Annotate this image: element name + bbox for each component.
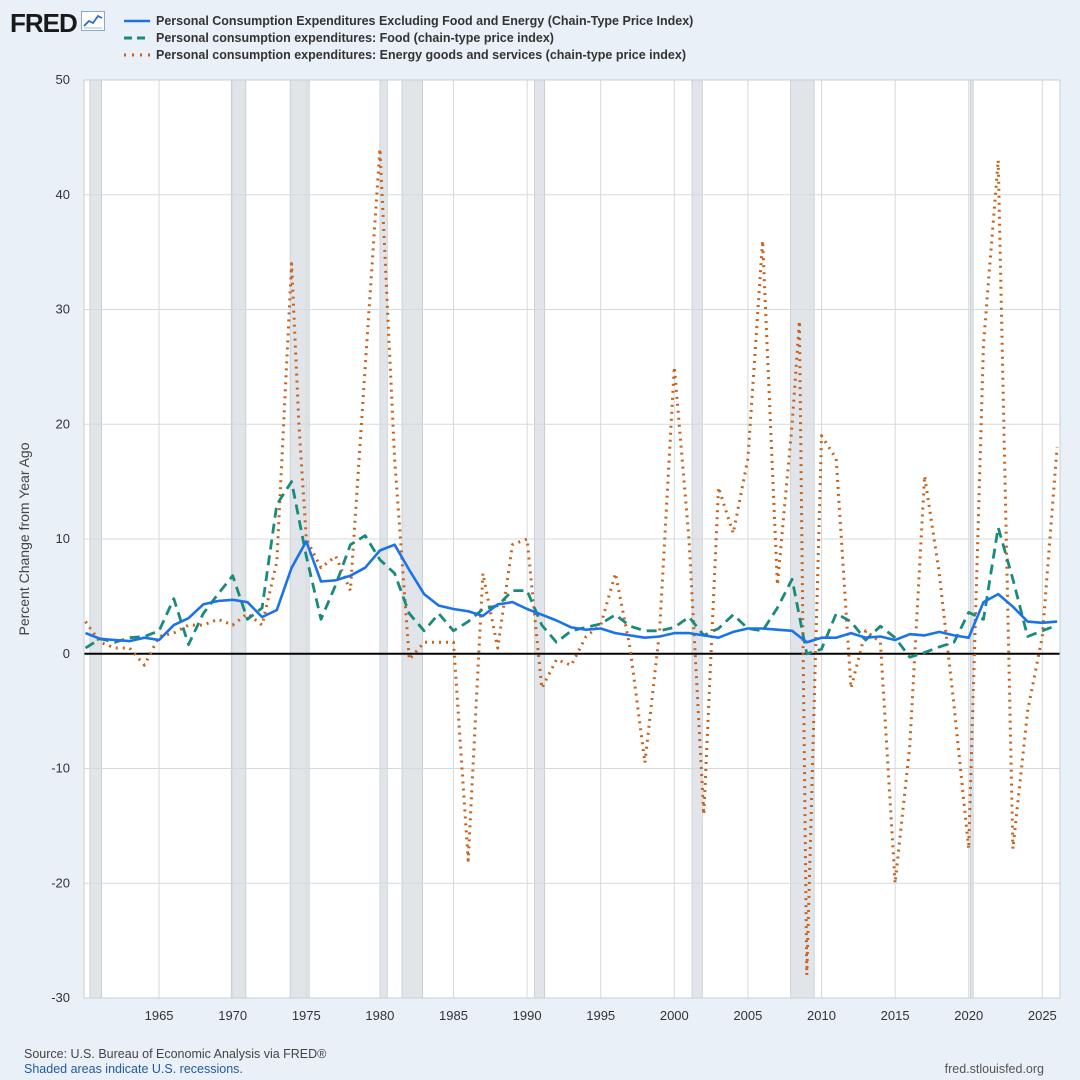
y-tick-label: 50 (56, 72, 70, 87)
y-tick-label: -20 (51, 875, 70, 890)
y-tick-label: 0 (63, 646, 70, 661)
x-tick-label: 2020 (954, 1008, 983, 1023)
legend-label-food: Personal consumption expenditures: Food … (156, 30, 554, 45)
y-axis-label: Percent Change from Year Ago (16, 442, 32, 635)
chart-header: FRED Personal Consumption Expenditures E… (10, 8, 1070, 70)
x-tick-label: 1970 (218, 1008, 247, 1023)
chart-area: -30 -20 -10 0 10 20 30 40 50 1965 1970 1975 1980 1985… (0, 64, 1080, 1044)
series-line-1 (84, 480, 1058, 659)
x-tick-label: 2010 (807, 1008, 836, 1023)
legend-item[interactable]: Personal consumption expenditures: Energ… (124, 46, 693, 63)
y-tick-label: 40 (56, 187, 70, 202)
x-tick-label: 2000 (660, 1008, 689, 1023)
legend-item[interactable]: Personal Consumption Expenditures Exclud… (124, 12, 693, 29)
y-tick-label: -30 (51, 990, 70, 1005)
chart-line-icon (80, 11, 105, 36)
recession-note: Shaded areas indicate U.S. recessions. (24, 1062, 243, 1076)
chart-footer: Source: U.S. Bureau of Economic Analysis… (24, 1047, 326, 1077)
y-tick-label: 10 (56, 531, 70, 546)
y-tick-label: 20 (56, 416, 70, 431)
legend-item[interactable]: Personal consumption expenditures: Food … (124, 29, 693, 46)
series-line-0 (85, 539, 1058, 644)
x-tick-label: 1995 (586, 1008, 615, 1023)
legend-swatch-food (124, 36, 150, 39)
legend-swatch-energy (124, 53, 150, 56)
y-tick-label: -10 (51, 761, 70, 776)
legend-label-core: Personal Consumption Expenditures Exclud… (156, 13, 694, 28)
plot-border (83, 79, 1061, 999)
logo-text: FRED (10, 8, 78, 38)
x-tick-label: 2015 (881, 1008, 910, 1023)
legend-label-energy: Personal consumption expenditures: Energ… (156, 47, 686, 62)
x-tick-label: 1980 (365, 1008, 394, 1023)
x-tick-label: 1990 (513, 1008, 542, 1023)
fred-logo[interactable]: FRED (10, 8, 105, 39)
chart-legend: Personal Consumption Expenditures Exclud… (124, 12, 693, 63)
x-tick-label: 1965 (145, 1008, 174, 1023)
y-tick-label: 30 (56, 302, 70, 317)
x-tick-label: 1975 (292, 1008, 321, 1023)
x-tick-label: 2005 (733, 1008, 762, 1023)
x-tick-label: 1985 (439, 1008, 468, 1023)
site-link[interactable]: fred.stlouisfed.org (944, 1062, 1044, 1076)
source-note: Source: U.S. Bureau of Economic Analysis… (24, 1047, 327, 1061)
x-tick-label: 2025 (1028, 1008, 1057, 1023)
legend-swatch-core (124, 19, 150, 22)
chart-svg: -30 -20 -10 0 10 20 30 40 50 1965 1970 1975 1980 1985… (16, 72, 1061, 1023)
